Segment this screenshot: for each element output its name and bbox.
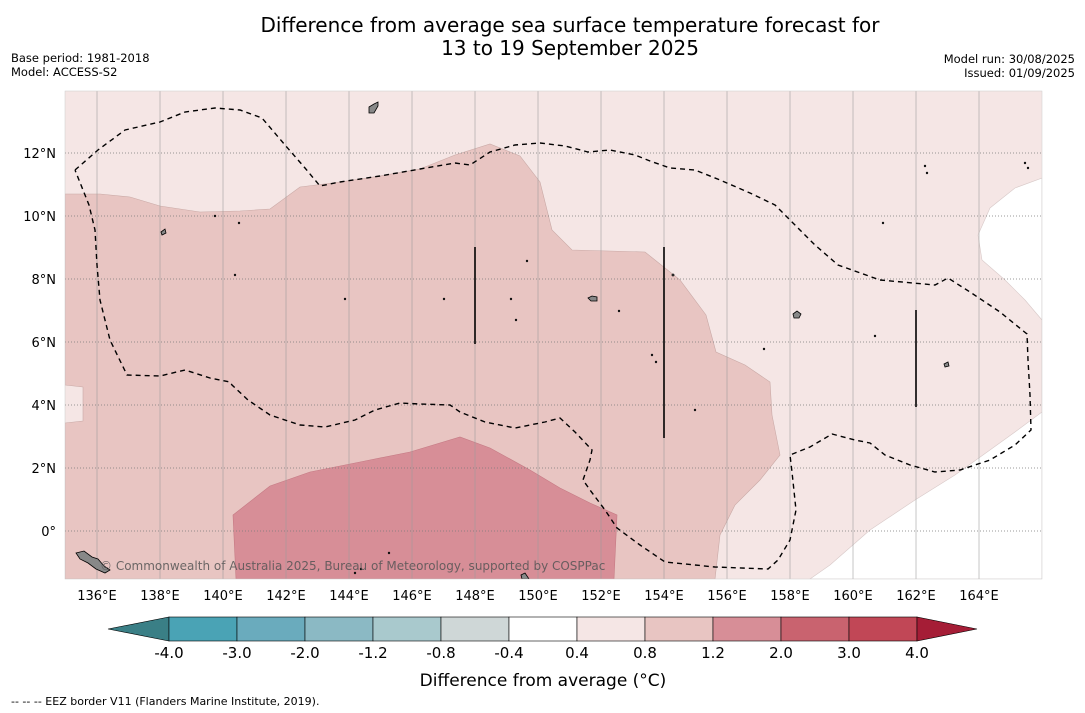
lon-label: 142°E <box>266 589 306 604</box>
latitude-gridlines <box>65 152 1042 532</box>
lon-label: 164°E <box>959 589 999 604</box>
colorbar-label: 2.0 <box>769 644 793 662</box>
colorbar-bin <box>304 616 374 642</box>
base-period: Base period: 1981-2018 <box>11 51 150 65</box>
colorbar <box>107 616 978 642</box>
colorbar-label: 1.2 <box>701 644 725 662</box>
lat-label: 12°N <box>23 147 56 162</box>
colorbar-label: -2.0 <box>290 644 319 662</box>
lon-label: 144°E <box>329 589 369 604</box>
colorbar-bin <box>848 616 918 642</box>
lat-label: 10°N <box>23 210 56 225</box>
lon-label: 152°E <box>581 589 621 604</box>
lat-label: 0° <box>41 525 56 540</box>
lon-label: 162°E <box>896 589 936 604</box>
meta-right: Model run: 30/08/2025 Issued: 01/09/2025 <box>944 52 1075 80</box>
lat-label: 2°N <box>32 462 57 477</box>
colorbar-labels: -4.0 -3.0 -2.0 -1.2 -0.8 -0.4 0.4 0.8 1.… <box>154 644 929 662</box>
model-name: Model: ACCESS-S2 <box>11 65 118 79</box>
colorbar-label: 0.8 <box>633 644 657 662</box>
map-plot-area: © Commonwealth of Australia 2025, Bureau… <box>65 91 1042 579</box>
longitude-axis-labels: 136°E 138°E 140°E 142°E 144°E 146°E 148°… <box>77 589 999 604</box>
colorbar-label: -3.0 <box>222 644 251 662</box>
lon-label: 156°E <box>707 589 747 604</box>
lon-label: 148°E <box>455 589 495 604</box>
colorbar-bin <box>712 616 782 642</box>
colorbar-label: -0.4 <box>494 644 523 662</box>
colorbar-label: -0.8 <box>426 644 455 662</box>
anomaly-region-dark <box>232 436 618 579</box>
map-title: Difference from average sea surface temp… <box>0 14 1085 60</box>
lon-label: 138°E <box>140 589 180 604</box>
colorbar-title: Difference from average (°C) <box>420 671 667 691</box>
colorbar-extend-high <box>916 616 978 642</box>
colorbar-bin <box>440 616 510 642</box>
eez-boundary-segments <box>474 247 917 438</box>
colorbar-bin <box>508 616 578 642</box>
lon-label: 136°E <box>77 589 117 604</box>
lat-label: 6°N <box>32 336 57 351</box>
map-title-line1: Difference from average sea surface temp… <box>260 13 880 37</box>
latitude-axis-labels: 12°N 10°N 8°N 6°N 4°N 2°N 0° <box>23 147 56 540</box>
colorbar-label: 0.4 <box>565 644 589 662</box>
colorbar-bin <box>644 616 714 642</box>
copyright-notice: © Commonwealth of Australia 2025, Bureau… <box>100 559 605 573</box>
lon-label: 146°E <box>392 589 432 604</box>
map-frame <box>64 90 1043 580</box>
colorbar-extend-low <box>107 616 170 642</box>
colorbar-label: 3.0 <box>837 644 861 662</box>
lon-label: 160°E <box>833 589 873 604</box>
lon-label: 154°E <box>644 589 684 604</box>
meta-left: Base period: 1981-2018 Model: ACCESS-S2 <box>11 51 150 79</box>
issued-date: Issued: 01/09/2025 <box>964 66 1075 80</box>
lon-label: 150°E <box>518 589 558 604</box>
colorbar-bin <box>780 616 850 642</box>
colorbar-bin <box>236 616 306 642</box>
islands <box>75 101 1030 579</box>
colorbar-bin <box>372 616 442 642</box>
lat-label: 8°N <box>32 273 57 288</box>
lat-label: 4°N <box>32 399 57 414</box>
eez-border-west <box>74 107 1032 570</box>
colorbar-bin <box>576 616 646 642</box>
map-title-line2: 13 to 19 September 2025 <box>441 36 699 60</box>
model-run: Model run: 30/08/2025 <box>943 52 1075 66</box>
anomaly-region-neutral <box>809 177 1042 579</box>
eez-footnote: -- -- -- EEZ border V11 (Flanders Marine… <box>11 695 320 708</box>
lon-label: 140°E <box>203 589 243 604</box>
lon-label: 158°E <box>770 589 810 604</box>
colorbar-label: 4.0 <box>905 644 929 662</box>
colorbar-label: -1.2 <box>358 644 387 662</box>
colorbar-bin <box>168 616 238 642</box>
colorbar-label: -4.0 <box>154 644 183 662</box>
